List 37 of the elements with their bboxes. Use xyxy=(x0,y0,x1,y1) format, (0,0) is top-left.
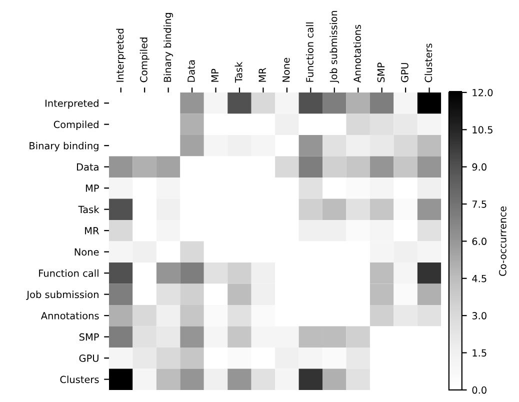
y-tick-label: None xyxy=(74,248,99,256)
x-tick-label: Binary binding xyxy=(164,13,174,82)
y-tick-label: Function call xyxy=(39,269,98,277)
x-tick-label: GPU xyxy=(401,63,408,82)
x-tick-label: SMP xyxy=(377,62,385,82)
x-tick-label: None xyxy=(282,58,290,82)
color-bar-label: 3.0 xyxy=(472,312,486,320)
x-tick-label: Job submission xyxy=(330,10,340,84)
color-bar-label: 0.0 xyxy=(472,386,486,394)
x-tick-label: Clusters xyxy=(424,44,432,82)
y-tick-label: MP xyxy=(86,184,99,192)
x-tick-label: MP xyxy=(211,68,218,82)
y-tick-label: SMP xyxy=(79,333,99,341)
y-tick-label: Interpreted xyxy=(46,99,98,109)
y-tick-label: Annotations xyxy=(40,312,99,320)
x-tick-label: Annotations xyxy=(353,24,361,83)
color-bar-label: 12.0 xyxy=(472,88,493,96)
x-tick-label: Compiled xyxy=(140,38,150,82)
y-tick-label: Compiled xyxy=(54,120,98,130)
y-tick-label: GPU xyxy=(79,354,98,362)
y-tick-label: Job submission xyxy=(26,290,98,300)
color-bar-label: 10.5 xyxy=(472,126,492,134)
x-tick-label: Data xyxy=(188,60,195,82)
y-tick-label: Data xyxy=(77,163,98,171)
x-tick-label: Function call xyxy=(306,22,314,82)
x-tick-label: MR xyxy=(258,68,266,82)
color-bar-label: 1.5 xyxy=(472,349,486,357)
color-bar-label: 6.0 xyxy=(472,238,486,246)
color-bar-title: Co-occurrence xyxy=(499,206,506,276)
color-bar-label: 7.5 xyxy=(472,200,486,208)
x-tick-label: Task xyxy=(234,62,242,83)
y-tick-label: Binary binding xyxy=(30,142,98,152)
color-bar-label: 9.0 xyxy=(472,163,486,171)
y-tick-label: Task xyxy=(78,206,100,214)
y-tick-label: Clusters xyxy=(60,376,99,384)
color-bar-label: 4.5 xyxy=(472,274,486,282)
y-tick-label: MR xyxy=(85,227,99,234)
